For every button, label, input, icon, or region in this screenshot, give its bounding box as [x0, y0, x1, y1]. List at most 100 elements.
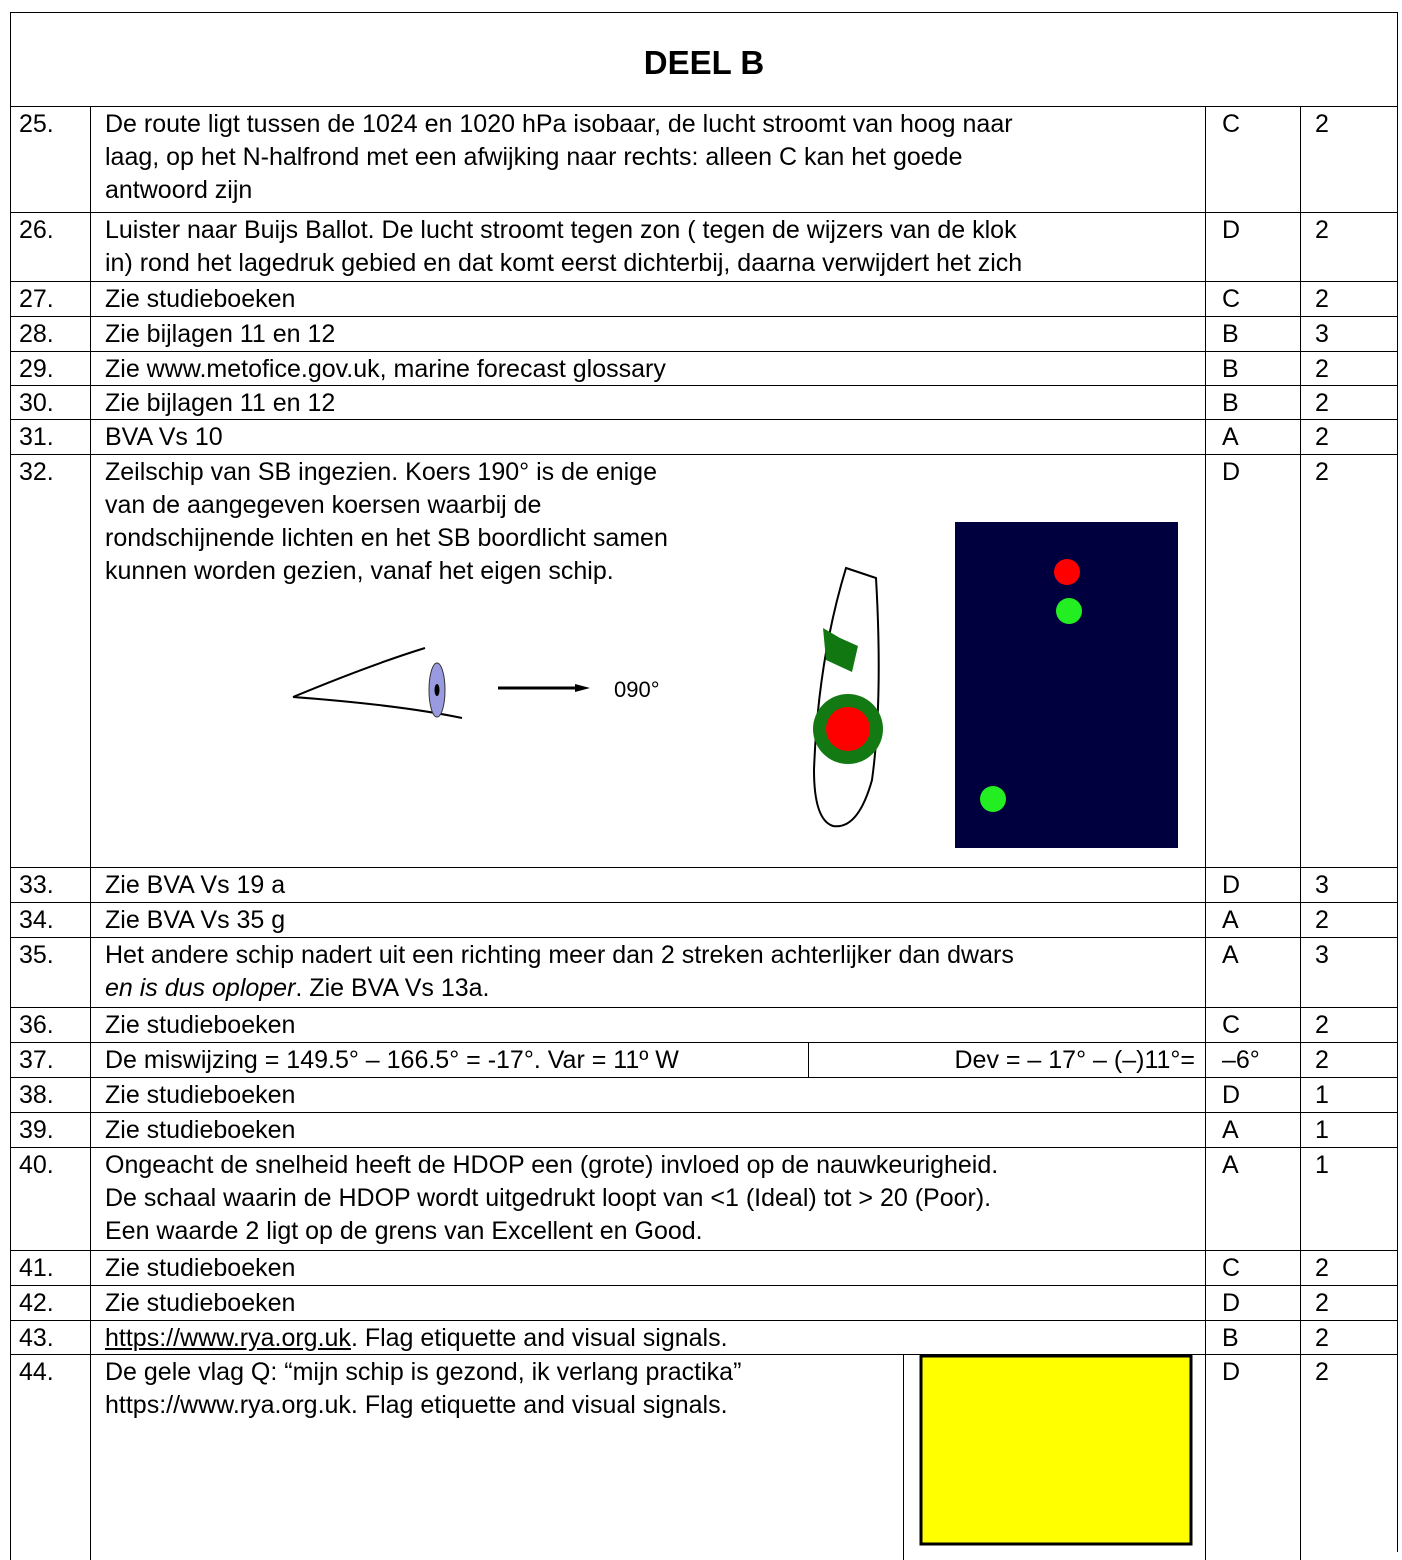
- answer-cell: A: [1205, 1147, 1300, 1250]
- text-cell: Zie BVA Vs 35 g: [90, 902, 1205, 937]
- points-cell: 2: [1300, 1320, 1398, 1354]
- extra-cell: Dev = – 17° – (–)11°=: [808, 1042, 1205, 1077]
- answer-cell: B: [1205, 316, 1300, 351]
- eye-figure: 090°: [292, 647, 660, 719]
- row-number: 36.: [19, 1011, 54, 1039]
- points-cell: 2: [1300, 1250, 1398, 1285]
- text-line: Het andere schip nadert uit een richting…: [105, 941, 1014, 969]
- answer: D: [1222, 1081, 1241, 1109]
- points-cell: 1: [1300, 1077, 1398, 1112]
- answer-cell: D: [1205, 1354, 1300, 1560]
- answer: –6°: [1222, 1046, 1260, 1074]
- figure-label: 090°: [614, 677, 660, 702]
- points-cell: 1: [1300, 1147, 1398, 1250]
- text-cell: Zie studieboeken: [90, 1285, 1205, 1320]
- points: 3: [1315, 320, 1329, 348]
- text-line: laag, op het N-halfrond met een afwijkin…: [105, 143, 963, 171]
- points-cell: 3: [1300, 937, 1398, 1007]
- number-cell: 35.: [10, 937, 90, 1007]
- answer-cell: D: [1205, 1285, 1300, 1320]
- answer: A: [1222, 1151, 1239, 1179]
- row-number: 32.: [19, 458, 54, 486]
- text-cell: Zie studieboeken: [90, 1007, 1205, 1042]
- answer: A: [1222, 941, 1239, 969]
- text-line: Zie studieboeken: [105, 285, 296, 313]
- text-cell: Zie studieboeken: [90, 1112, 1205, 1147]
- answer: C: [1222, 1254, 1241, 1282]
- row-number: 43.: [19, 1324, 54, 1352]
- number-cell: 32.: [10, 454, 90, 867]
- text-cell: De route ligt tussen de 1024 en 1020 hPa…: [90, 106, 1205, 212]
- text-cell: Zie studieboeken: [90, 1077, 1205, 1112]
- text-line: Zie studieboeken: [105, 1254, 296, 1282]
- text-line: Zie bijlagen 11 en 12: [105, 320, 336, 348]
- points-cell: 2: [1300, 351, 1398, 385]
- number-cell: 37.: [10, 1042, 90, 1077]
- points-cell: 2: [1300, 1042, 1398, 1077]
- row-number: 44.: [19, 1358, 54, 1386]
- answer: A: [1222, 423, 1239, 451]
- points: 3: [1315, 941, 1329, 969]
- row-number: 34.: [19, 906, 54, 934]
- text-cell: Zie studieboeken: [90, 1250, 1205, 1285]
- row-number: 42.: [19, 1289, 54, 1317]
- text-cell: Het andere schip nadert uit een richting…: [90, 937, 1205, 1007]
- number-cell: 30.: [10, 385, 90, 419]
- text-cell: Luister naar Buijs Ballot. De lucht stro…: [90, 212, 1205, 281]
- text-cell: BVA Vs 10: [90, 419, 1205, 454]
- answer: D: [1222, 871, 1241, 899]
- text-cell: De miswijzing = 149.5° – 166.5° = -17°. …: [90, 1042, 1205, 1077]
- row-number: 33.: [19, 871, 54, 899]
- row-number: 38.: [19, 1081, 54, 1109]
- text-cell: Zeilschip van SB ingezien. Koers 190° is…: [90, 454, 1205, 867]
- answer-cell: B: [1205, 1320, 1300, 1354]
- answer: D: [1222, 458, 1241, 486]
- answer-cell: D: [1205, 1077, 1300, 1112]
- answer: A: [1222, 1116, 1239, 1144]
- points: 2: [1315, 423, 1329, 451]
- text-line: De route ligt tussen de 1024 en 1020 hPa…: [105, 110, 1013, 138]
- points-cell: 2: [1300, 385, 1398, 419]
- answer-cell: B: [1205, 351, 1300, 385]
- points: 2: [1315, 906, 1329, 934]
- points: 2: [1315, 355, 1329, 383]
- row-number: 29.: [19, 355, 54, 383]
- answer-cell: –6°: [1205, 1042, 1300, 1077]
- points: 2: [1315, 1324, 1329, 1352]
- link: https://www.rya.org.uk: [105, 1324, 351, 1352]
- text-line: en is dus oploper. Zie BVA Vs 13a.: [105, 972, 1205, 1005]
- number-cell: 43.: [10, 1320, 90, 1354]
- number-cell: 29.: [10, 351, 90, 385]
- title: DEEL B: [10, 12, 1398, 106]
- text-line: kunnen worden gezien, vanaf het eigen sc…: [105, 557, 614, 585]
- number-cell: 26.: [10, 212, 90, 281]
- answer: C: [1222, 1011, 1241, 1039]
- points: 2: [1315, 216, 1329, 244]
- text-line: Zie studieboeken: [105, 1289, 296, 1317]
- row-number: 25.: [19, 110, 54, 138]
- row-number: 40.: [19, 1151, 54, 1179]
- ship-figure: [812, 566, 883, 828]
- number-cell: 25.: [10, 106, 90, 212]
- text-cell: De gele vlag Q: “mijn schip is gezond, i…: [90, 1354, 1205, 1560]
- number-cell: 34.: [10, 902, 90, 937]
- points: 2: [1315, 389, 1329, 417]
- points: 2: [1315, 1046, 1329, 1074]
- number-cell: 33.: [10, 867, 90, 902]
- text-line: Zie studieboeken: [105, 1116, 296, 1144]
- answer-cell: A: [1205, 902, 1300, 937]
- number-cell: 36.: [10, 1007, 90, 1042]
- text-line: Zeilschip van SB ingezien. Koers 190° is…: [105, 458, 657, 486]
- points-cell: 2: [1300, 281, 1398, 316]
- text: . Flag etiquette and visual signals.: [350, 1324, 728, 1352]
- row-number: 41.: [19, 1254, 54, 1282]
- points: 2: [1315, 458, 1329, 486]
- points: 1: [1315, 1116, 1329, 1144]
- text-cell: Ongeacht de snelheid heeft de HDOP een (…: [90, 1147, 1205, 1250]
- answer: A: [1222, 906, 1239, 934]
- points: 1: [1315, 1081, 1329, 1109]
- text-line: Luister naar Buijs Ballot. De lucht stro…: [105, 216, 1017, 244]
- answer-cell: A: [1205, 937, 1300, 1007]
